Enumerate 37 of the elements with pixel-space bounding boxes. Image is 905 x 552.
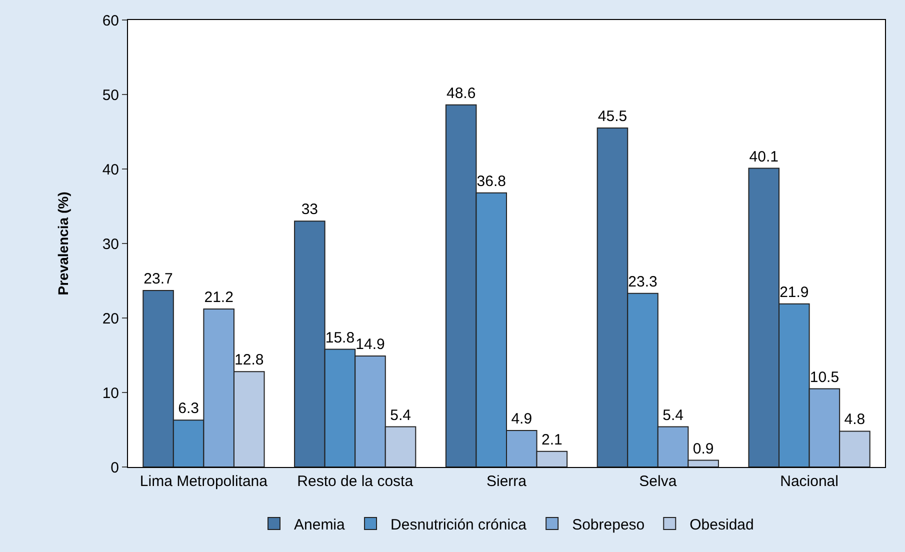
y-tick-label: 50 xyxy=(102,86,119,104)
y-tick-label: 60 xyxy=(102,12,119,30)
data-label: 36.8 xyxy=(476,172,506,190)
x-tick-label: Selva xyxy=(639,473,678,490)
data-label: 6.3 xyxy=(178,400,199,418)
data-label: 40.1 xyxy=(749,148,778,166)
data-label: 23.7 xyxy=(144,270,173,288)
legend-label: Anemia xyxy=(294,516,346,534)
y-tick-label: 30 xyxy=(102,236,119,253)
legend-label: Obesidad xyxy=(690,516,754,534)
legend-label: Desnutrición crónica xyxy=(390,516,528,534)
data-label: 15.8 xyxy=(325,329,355,346)
data-label: 12.8 xyxy=(234,352,264,369)
y-tick-label: 40 xyxy=(102,161,119,178)
data-label: 48.6 xyxy=(446,84,476,102)
x-tick-label: Sierra xyxy=(486,473,528,490)
legend-label: Sobrepeso xyxy=(572,516,645,534)
data-label: 5.4 xyxy=(662,406,684,424)
data-label: 5.4 xyxy=(390,406,411,424)
x-tick-label: Nacional xyxy=(780,473,838,490)
data-label: 0.9 xyxy=(692,440,714,458)
data-label: 2.1 xyxy=(541,431,562,448)
data-label: 4.8 xyxy=(844,411,866,428)
data-label: 21.9 xyxy=(780,284,809,301)
data-label: 45.5 xyxy=(598,108,628,126)
x-tick-label: Resto de la costa xyxy=(297,473,414,490)
data-label: 23.3 xyxy=(628,273,658,290)
y-tick-label: 0 xyxy=(110,459,119,476)
x-tick-label: Lima Metropolitana xyxy=(140,473,268,490)
y-axis-title: Prevalencia (%) xyxy=(54,192,71,296)
y-tick-label: 20 xyxy=(102,310,119,328)
data-label: 10.5 xyxy=(810,368,840,386)
data-label: 4.9 xyxy=(511,410,532,428)
data-label: 14.9 xyxy=(356,336,385,353)
data-label: 33 xyxy=(301,201,318,218)
y-tick-label: 10 xyxy=(102,384,119,402)
data-label: 21.2 xyxy=(204,289,234,306)
